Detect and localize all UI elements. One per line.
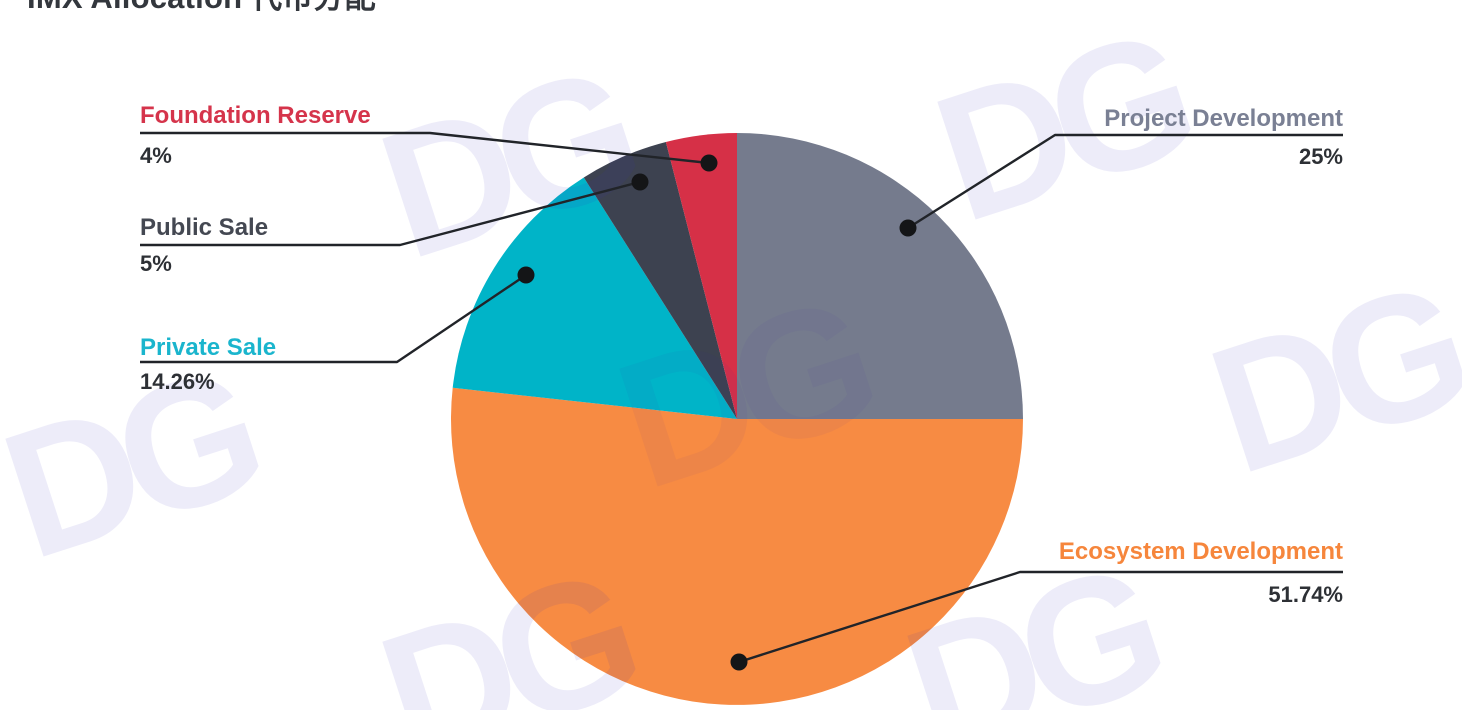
value-project-development: 25%	[1298, 144, 1343, 169]
label-ecosystem-development: Ecosystem Development	[1058, 538, 1343, 565]
leader-dot-public-sale	[631, 173, 649, 191]
leader-line-public-sale	[140, 180, 641, 247]
value-public-sale: 5%	[140, 251, 172, 276]
label-project-development: Project Development	[1104, 105, 1343, 132]
pie-slice-private-sale[interactable]	[452, 177, 737, 420]
leader-line-project-development	[907, 133, 1343, 230]
chart-title: IMX Allocation 代币分配	[27, 0, 376, 13]
label-foundation-reserve: Foundation Reserve	[140, 102, 371, 129]
leader-line-foundation-reserve	[140, 131, 710, 165]
leader-dot-project-development	[899, 219, 917, 237]
value-foundation-reserve: 4%	[140, 143, 172, 168]
leader-dot-private-sale	[517, 266, 535, 284]
leader-dot-foundation-reserve	[700, 154, 718, 172]
leader-dot-ecosystem-development	[730, 653, 748, 671]
pie-slice-public-sale[interactable]	[583, 142, 737, 419]
pie-slice-project-development[interactable]	[737, 133, 1023, 419]
label-public-sale: Public Sale	[140, 214, 269, 241]
leader-line-ecosystem-development	[738, 570, 1343, 664]
value-private-sale: 14.26%	[140, 369, 215, 394]
label-private-sale: Private Sale	[140, 334, 277, 361]
pie-slice-foundation-reserve[interactable]	[665, 133, 737, 419]
value-ecosystem-development: 51.74%	[1268, 582, 1343, 607]
leader-line-private-sale	[140, 274, 527, 364]
pie-slice-ecosystem-development[interactable]	[451, 387, 1024, 705]
